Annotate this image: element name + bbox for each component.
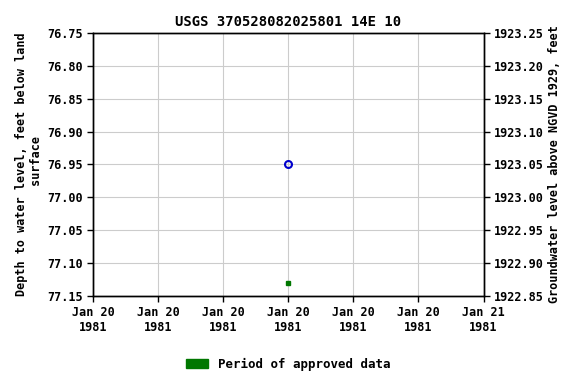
- Y-axis label: Groundwater level above NGVD 1929, feet: Groundwater level above NGVD 1929, feet: [548, 26, 561, 303]
- Legend: Period of approved data: Period of approved data: [180, 353, 396, 376]
- Title: USGS 370528082025801 14E 10: USGS 370528082025801 14E 10: [175, 15, 401, 29]
- Y-axis label: Depth to water level, feet below land
 surface: Depth to water level, feet below land su…: [15, 33, 43, 296]
